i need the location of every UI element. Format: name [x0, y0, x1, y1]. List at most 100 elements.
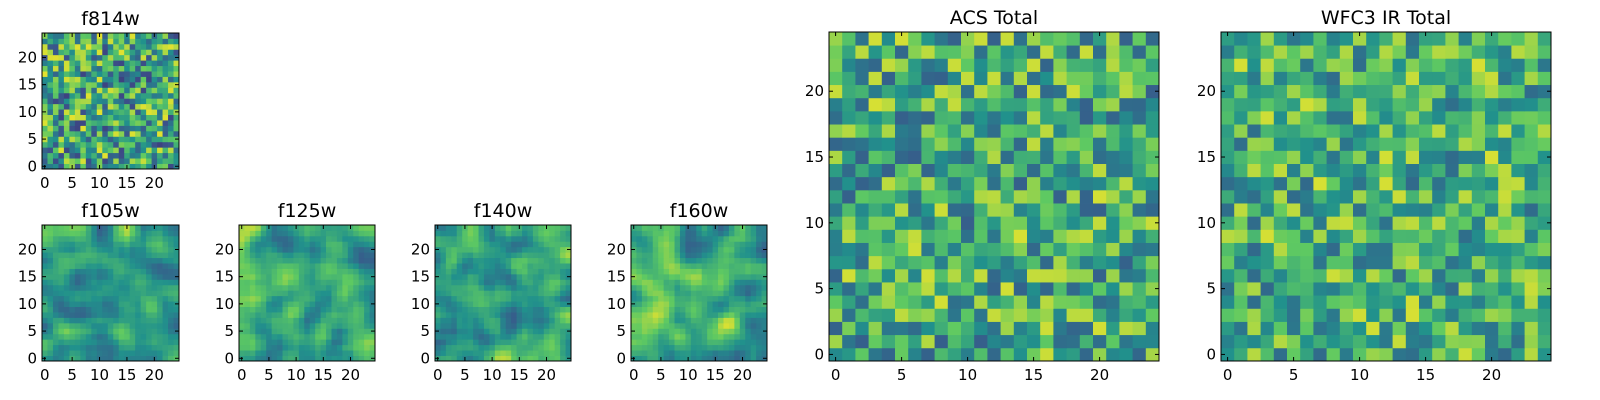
heatmap-cell — [249, 268, 256, 275]
heatmap-cell — [315, 273, 321, 280]
heatmap-cell — [505, 225, 512, 231]
heatmap-cell — [298, 290, 305, 297]
heatmap-cell — [829, 84, 843, 99]
heatmap-cell — [320, 322, 327, 329]
heatmap-cell — [1053, 308, 1067, 322]
heatmap-cell — [478, 350, 485, 356]
heatmap-cell — [129, 109, 136, 115]
heatmap-cell — [118, 81, 125, 88]
heatmap-cell — [560, 263, 566, 269]
heatmap-cell — [1471, 268, 1486, 283]
heatmap-cell — [1313, 176, 1327, 191]
heatmap-cell — [244, 301, 251, 307]
heatmap-cell — [560, 350, 566, 356]
heatmap-cell — [549, 279, 556, 286]
heatmap-cell — [1392, 110, 1407, 125]
heatmap-cell — [140, 230, 147, 237]
heatmap-cell — [135, 263, 142, 269]
heatmap-cell — [140, 279, 147, 286]
heatmap-cell — [560, 246, 566, 253]
heatmap-cell — [107, 152, 114, 159]
heatmap-cell — [467, 246, 474, 253]
heatmap-cell — [462, 328, 469, 335]
heatmap-cell — [1221, 242, 1235, 257]
heatmap-cell — [1445, 282, 1459, 296]
heatmap-cell — [652, 290, 659, 297]
heatmap-cell — [647, 322, 654, 329]
heatmap-cell — [1445, 216, 1459, 230]
heatmap-cell — [1040, 124, 1054, 138]
heatmap-cell — [647, 246, 654, 253]
heatmap-cell — [102, 125, 109, 132]
heatmap-cell — [1053, 216, 1067, 230]
heatmap-cell — [467, 306, 474, 313]
heatmap-cell — [494, 230, 501, 237]
heatmap-cell — [934, 268, 949, 283]
heatmap-cell — [1145, 255, 1160, 270]
heatmap-cell — [451, 268, 458, 275]
heatmap-cell — [478, 284, 485, 291]
heatmap-cell — [685, 333, 692, 340]
heatmap-cell — [500, 257, 507, 264]
heatmap-cell — [293, 333, 300, 340]
heatmap-cell — [456, 350, 463, 356]
heatmap-cell — [162, 33, 169, 39]
heatmap-cell — [1511, 242, 1525, 257]
heatmap-cell — [1066, 295, 1081, 309]
heatmap-cell — [157, 33, 163, 39]
heatmap-cell — [761, 344, 768, 351]
heatmap-cell — [652, 279, 659, 286]
heatmap-cell — [113, 54, 120, 61]
heatmap-cell — [1221, 268, 1235, 283]
heatmap-cell — [1119, 71, 1133, 86]
heatmap-cell — [369, 284, 376, 291]
heatmap-cell — [173, 279, 180, 286]
heatmap-cell — [47, 49, 54, 56]
heatmap-cell — [669, 263, 675, 269]
heatmap-cell — [560, 279, 566, 286]
heatmap-cell — [669, 252, 675, 259]
heatmap-cell — [636, 279, 643, 286]
heatmap-cell — [63, 344, 70, 351]
heatmap-cell — [102, 306, 109, 313]
heatmap-cell — [1093, 242, 1107, 257]
heatmap-cell — [80, 163, 87, 170]
heatmap-cell — [1485, 84, 1499, 99]
heatmap-cell — [1221, 71, 1235, 86]
heatmap-cell — [527, 246, 534, 253]
heatmap-cell — [63, 328, 70, 335]
heatmap-cell — [467, 295, 474, 302]
heatmap-cell — [1432, 334, 1446, 349]
heatmap-cell — [255, 263, 262, 269]
heatmap-cell — [1145, 97, 1160, 112]
heatmap-cell — [641, 344, 648, 351]
heatmap-cell — [320, 241, 327, 248]
heatmap-cell — [1339, 216, 1354, 230]
heatmap-cell — [538, 350, 545, 356]
heatmap-cell — [1458, 334, 1473, 349]
heatmap-cell — [162, 317, 169, 324]
heatmap-cell — [1066, 84, 1081, 99]
heatmap-cell — [723, 225, 730, 231]
heatmap-cell — [707, 301, 713, 307]
heatmap-cell — [1132, 150, 1147, 164]
heatmap-cell — [1326, 229, 1341, 243]
heatmap-cell — [696, 350, 703, 356]
heatmap-cell — [462, 322, 469, 329]
heatmap-cell — [96, 54, 103, 61]
heatmap-cell — [734, 301, 741, 307]
heatmap-cell — [855, 137, 869, 151]
heatmap-cell — [58, 339, 65, 346]
heatmap-cell — [685, 235, 692, 242]
heatmap-cell — [124, 284, 131, 291]
heatmap-cell — [696, 246, 703, 253]
heatmap-cell — [696, 344, 703, 351]
heatmap-cell — [69, 339, 76, 346]
heatmap-cell — [987, 45, 1001, 59]
heatmap-cell — [565, 268, 572, 275]
heatmap-cell — [1524, 137, 1539, 151]
heatmap-cell — [974, 189, 988, 204]
heatmap-cell — [74, 225, 81, 231]
heatmap-cell — [636, 333, 643, 340]
